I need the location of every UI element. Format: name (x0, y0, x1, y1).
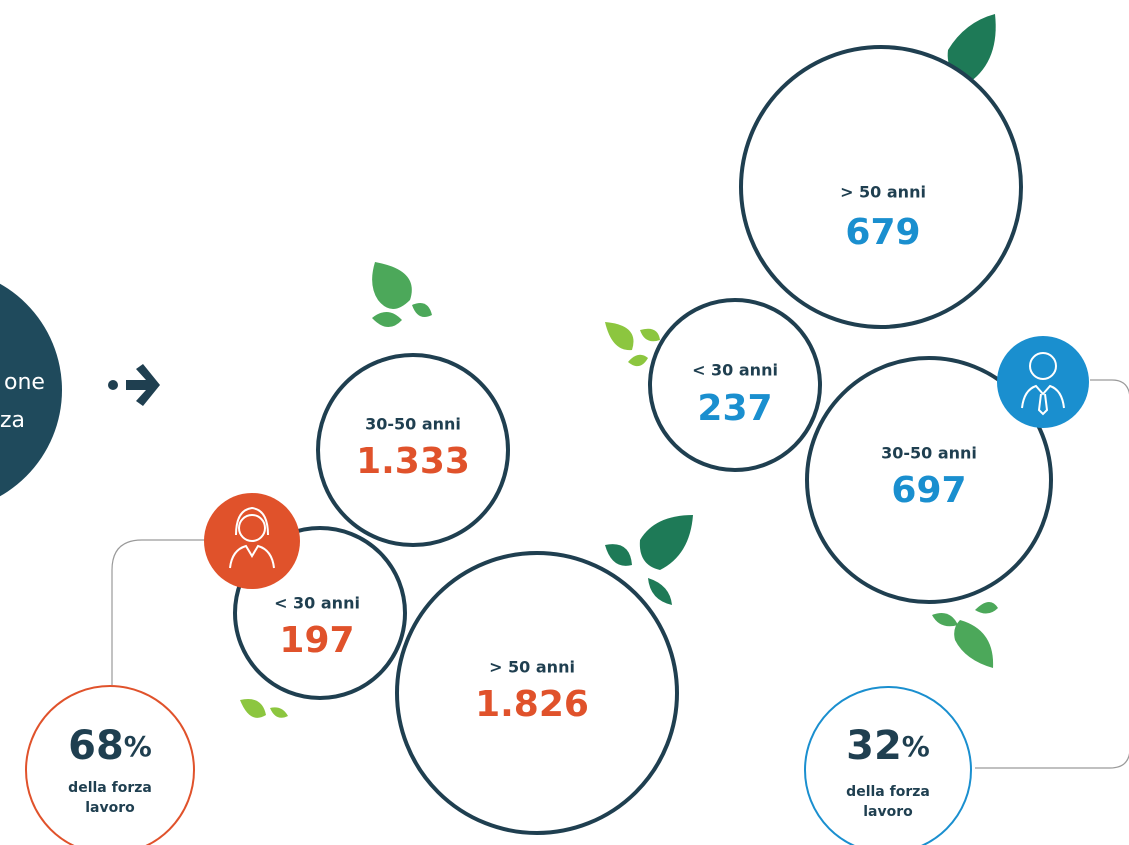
group-circle (648, 298, 822, 472)
share-value: 32 (846, 723, 902, 769)
share-unit: % (902, 730, 930, 763)
connector (111, 539, 205, 685)
share: 68% (68, 723, 152, 769)
share-caption: lavoro (85, 800, 135, 816)
group-circle (805, 356, 1053, 604)
intro-line: one (4, 370, 45, 395)
group-label: 30-50 anni (365, 415, 461, 434)
share-value: 68 (68, 723, 124, 769)
share-circle (804, 686, 972, 845)
group-value: 679 (845, 212, 920, 253)
share-caption: lavoro (863, 804, 913, 820)
group-circle (395, 551, 679, 835)
intro-line: za (0, 408, 25, 433)
group-label: < 30 anni (274, 594, 360, 613)
share-unit: % (124, 730, 152, 763)
share-circle (25, 685, 195, 845)
man-icon (997, 336, 1089, 428)
arrow (108, 364, 160, 406)
share: 32% (846, 723, 930, 769)
group-value: 697 (891, 470, 966, 511)
connector (975, 379, 1129, 769)
group-value: 1.333 (356, 441, 470, 482)
group-label: 30-50 anni (881, 444, 977, 463)
group-value: 197 (279, 620, 354, 661)
group-circle (739, 45, 1023, 329)
group-circle (316, 353, 510, 547)
group-label: > 50 anni (489, 658, 575, 677)
share-caption: della forza (68, 780, 152, 796)
share-caption: della forza (846, 784, 930, 800)
leaves (240, 14, 998, 718)
woman-icon (204, 493, 300, 589)
group-value: 237 (697, 388, 772, 429)
intro-circle (0, 283, 62, 497)
group-value: 1.826 (475, 684, 589, 725)
group-label: > 50 anni (840, 183, 926, 202)
group-label: < 30 anni (692, 361, 778, 380)
